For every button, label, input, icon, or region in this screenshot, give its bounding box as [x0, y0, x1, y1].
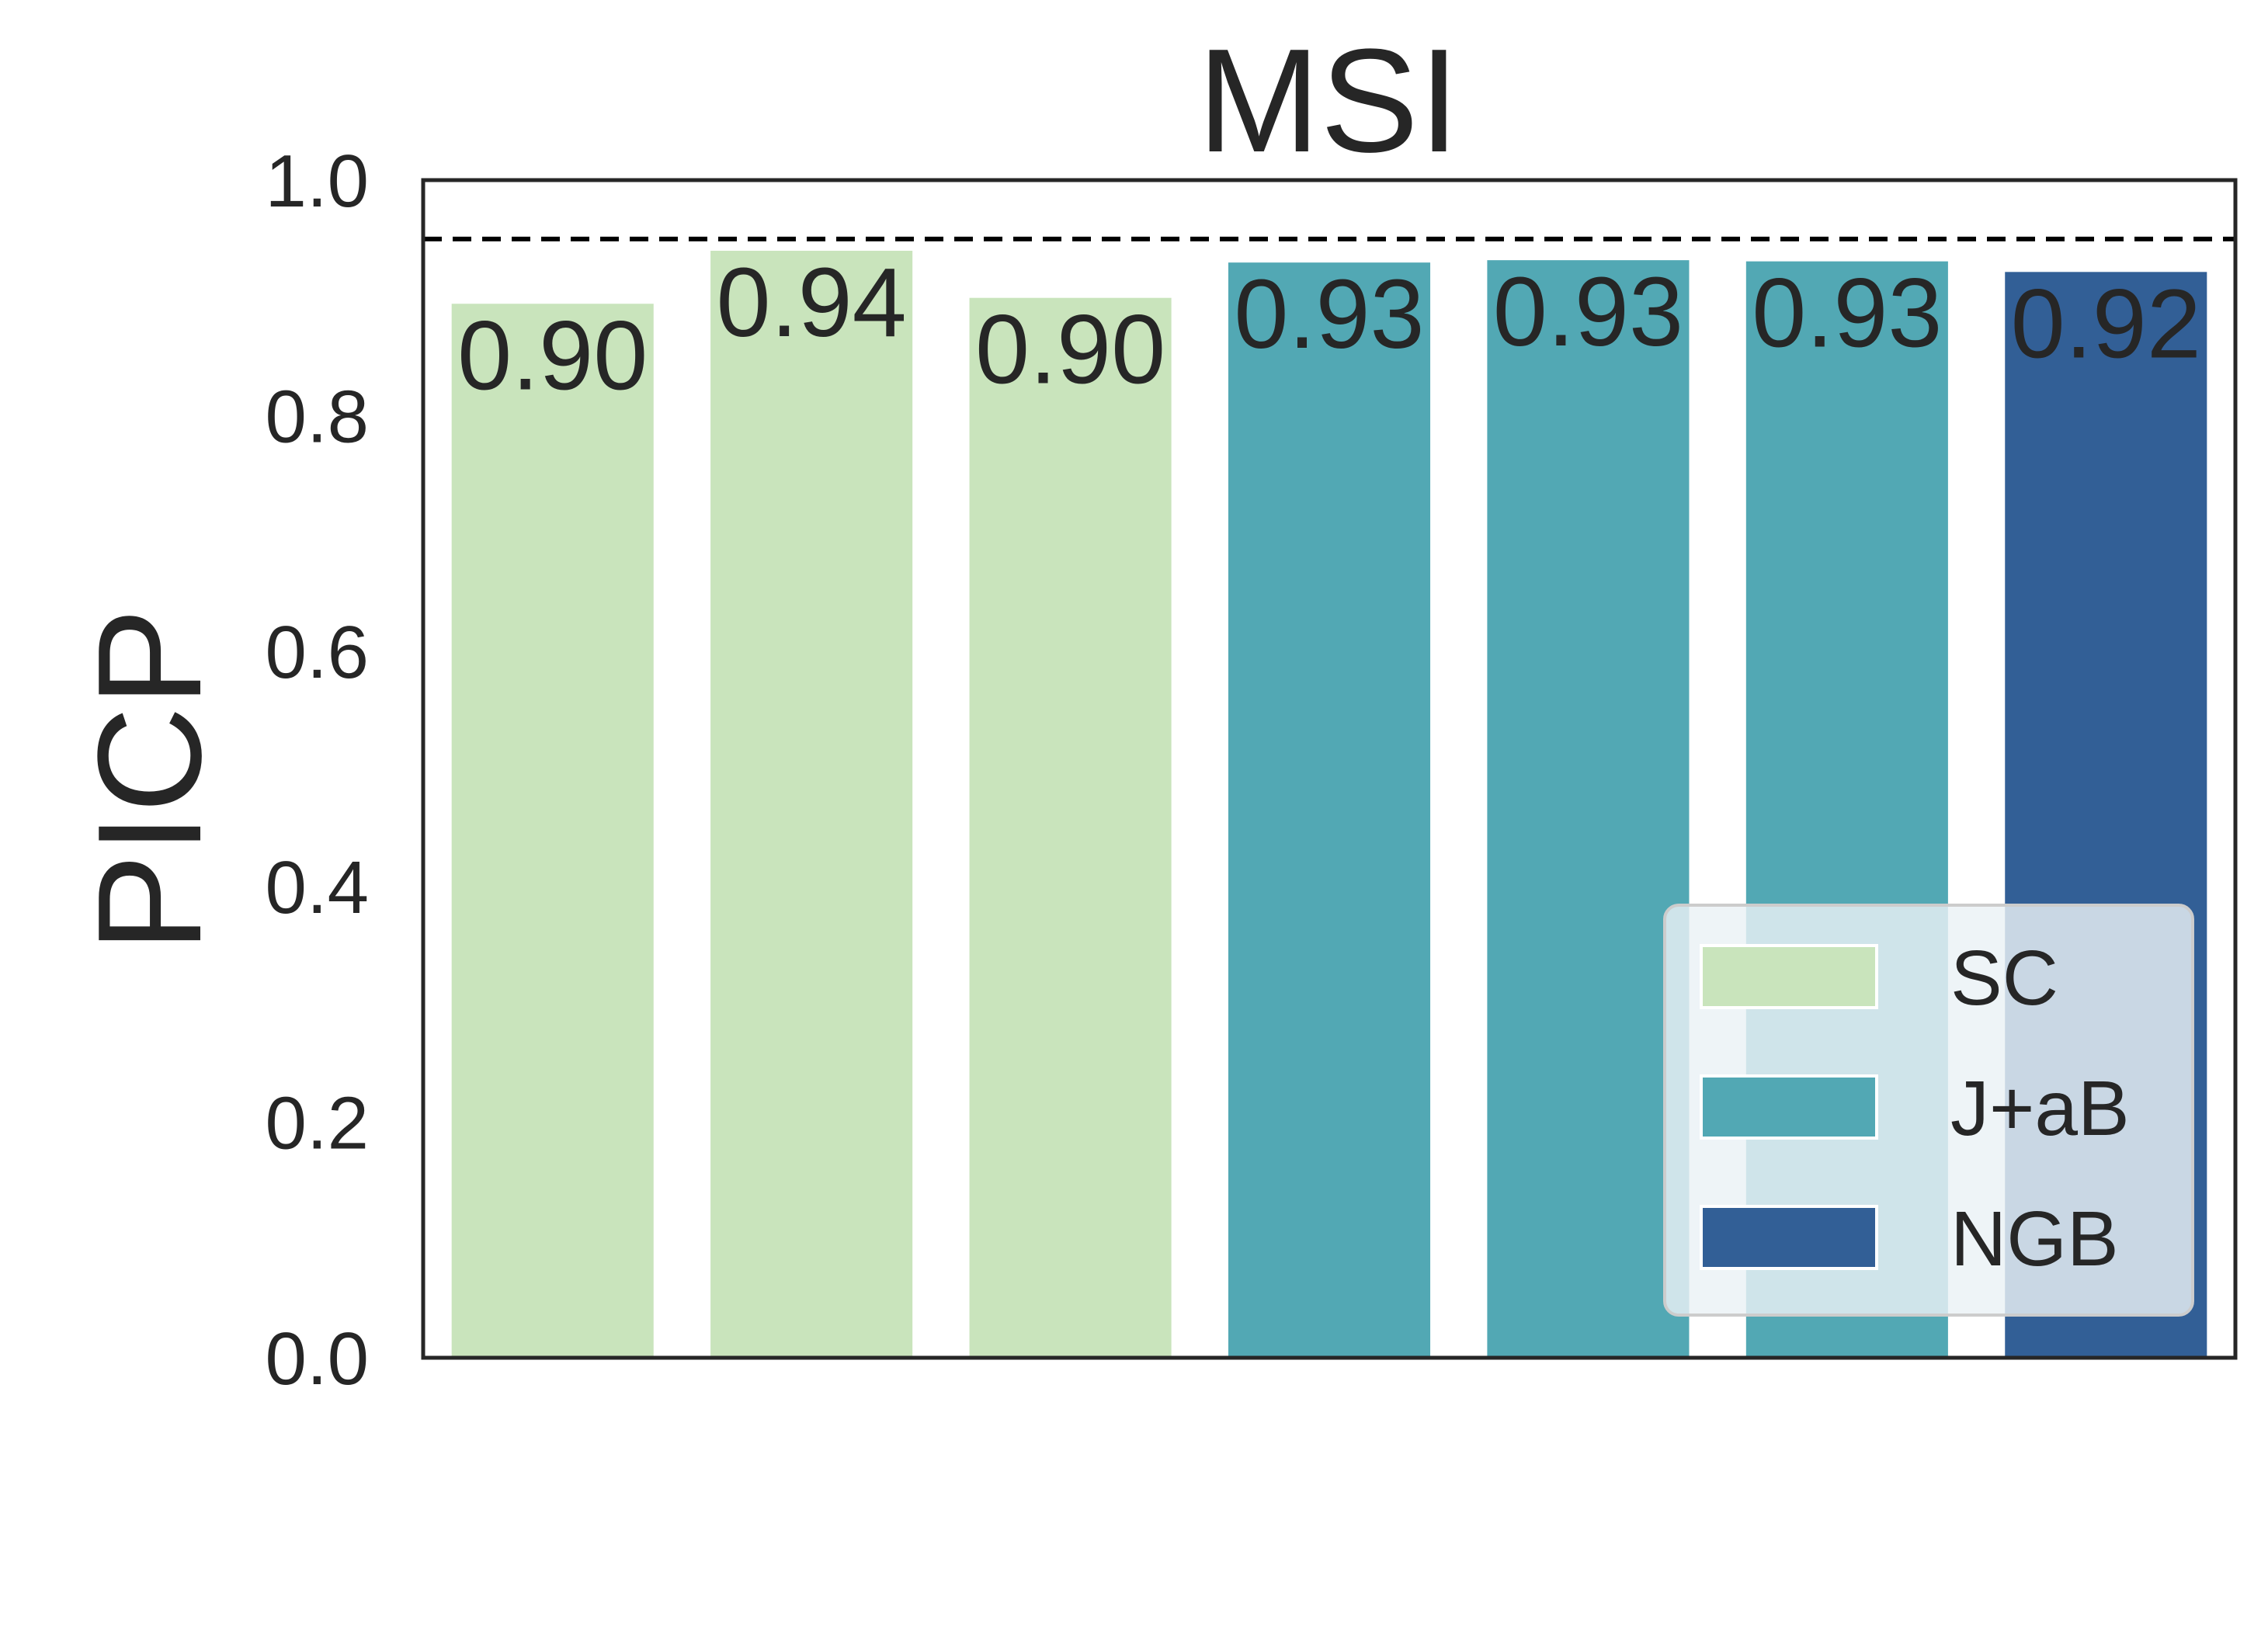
data-label-4: 0.93: [1234, 259, 1424, 369]
data-label-6: 0.93: [1752, 259, 1942, 368]
y-axis-label: PICP: [68, 608, 232, 952]
y-tick-label: 0.2: [266, 1082, 369, 1165]
bars-layer: [451, 251, 2207, 1359]
y-tick-label: 0.6: [266, 611, 369, 694]
y-tick-label: 0.4: [266, 846, 369, 929]
legend-swatch-3: [1700, 1205, 1878, 1270]
chart-title: MSI: [1197, 19, 1460, 183]
legend-label-3: NGB: [1950, 1196, 2119, 1282]
data-label-5: 0.93: [1493, 257, 1683, 366]
legend-label-1: SC: [1950, 935, 2058, 1022]
data-label-2: 0.94: [717, 248, 907, 357]
y-tick-label: 0.0: [266, 1317, 369, 1400]
bar-4: [1228, 262, 1431, 1359]
bar-3: [969, 297, 1172, 1359]
y-tick-label: 0.8: [266, 375, 369, 458]
bar-5: [1487, 260, 1690, 1358]
data-label-1: 0.90: [457, 300, 648, 410]
bar-1: [451, 304, 654, 1358]
legend: SC J+aB NGB: [1663, 904, 2194, 1317]
data-labels-layer: 0.90 0.94 0.90 0.93 0.93 0.93 0.92: [457, 248, 2201, 410]
legend-swatch-2: [1700, 1074, 1878, 1140]
legend-label-2: J+aB: [1950, 1065, 2130, 1152]
y-ticks-layer: 0.0 0.2 0.4 0.6 0.8 1.0: [266, 140, 369, 1400]
data-label-7: 0.92: [2011, 269, 2201, 378]
data-label-3: 0.90: [975, 295, 1165, 404]
legend-swatch-1: [1700, 944, 1878, 1009]
y-tick-label: 1.0: [266, 140, 369, 223]
plot-frame: [421, 178, 2238, 1360]
bar-2: [710, 251, 913, 1358]
